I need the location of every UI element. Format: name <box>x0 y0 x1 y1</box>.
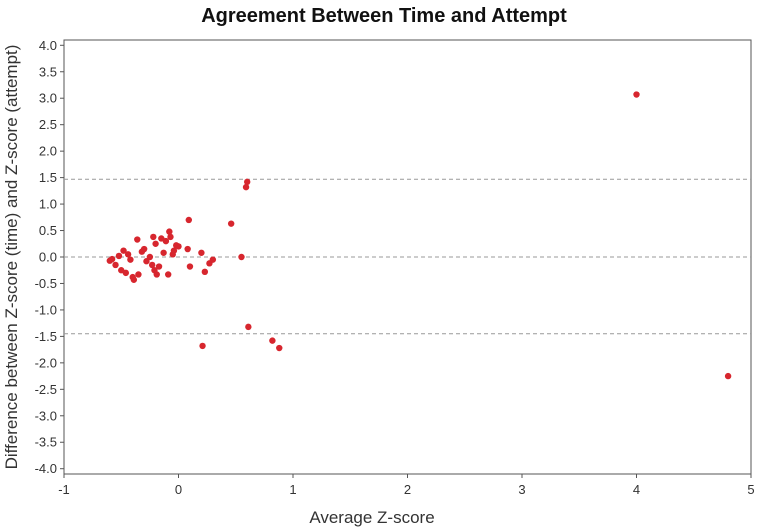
x-axis: -1 0 1 2 3 4 5 <box>58 474 755 497</box>
y-tick-label: 2.0 <box>39 144 57 159</box>
data-point <box>175 243 182 250</box>
x-axis-label: Average Z-score <box>309 508 434 527</box>
data-point <box>199 342 206 350</box>
data-point <box>276 344 283 352</box>
y-axis: 4.0 3.5 3.0 2.5 2.0 1.5 1.0 0.5 0.0 -0.5 -1.0 -1.5 -… <box>35 38 64 476</box>
data-point <box>227 220 235 227</box>
data-point <box>209 256 217 263</box>
data-point <box>185 216 193 224</box>
data-point <box>112 261 119 269</box>
data-point <box>153 271 160 278</box>
data-point <box>724 372 732 380</box>
data-point <box>633 91 640 98</box>
data-point <box>166 228 173 235</box>
y-tick-label: -2.5 <box>35 382 57 397</box>
chart-title: Agreement Between Time and Attempt <box>201 5 567 27</box>
data-point <box>167 233 174 241</box>
data-point <box>186 263 194 270</box>
y-tick-label: -0.5 <box>35 276 57 291</box>
y-tick-label: 1.0 <box>39 197 57 212</box>
data-point <box>146 253 154 261</box>
x-tick-label: 1 <box>289 482 296 497</box>
x-tick-label: 3 <box>518 482 525 497</box>
y-tick-label: -4.0 <box>35 461 57 476</box>
data-point <box>238 253 245 261</box>
data-point <box>120 247 127 254</box>
data-point <box>115 252 123 260</box>
y-tick-label: -1.0 <box>35 302 57 317</box>
y-tick-label: -3.5 <box>35 435 57 450</box>
y-tick-label: 4.0 <box>39 38 57 53</box>
data-point <box>170 247 178 254</box>
data-point <box>135 271 142 278</box>
data-point <box>245 323 252 331</box>
y-tick-label: -2.0 <box>35 355 57 370</box>
y-tick-label: -3.0 <box>35 408 57 423</box>
data-point <box>201 268 209 276</box>
data-point <box>150 233 157 241</box>
data-point <box>148 261 156 269</box>
data-point <box>244 178 251 186</box>
y-axis-label: Difference between Z-score (time) and Z-… <box>2 45 21 470</box>
data-point <box>122 269 130 277</box>
x-tick-label: 2 <box>404 482 411 497</box>
y-tick-label: 0.5 <box>39 223 57 238</box>
x-tick-label: -1 <box>58 482 70 497</box>
x-tick-label: 5 <box>747 482 754 497</box>
y-tick-label: 3.0 <box>39 91 57 106</box>
x-tick-label: 0 <box>175 482 182 497</box>
y-tick-label: 2.5 <box>39 117 57 132</box>
data-point <box>160 249 167 256</box>
data-point <box>152 240 159 247</box>
data-point <box>124 251 132 258</box>
data-point <box>155 263 163 270</box>
data-point <box>140 245 148 253</box>
data-point <box>108 255 116 263</box>
data-point <box>184 245 191 253</box>
data-point <box>134 236 141 243</box>
reference-lines <box>64 178 751 335</box>
data-point <box>162 237 170 245</box>
data-point <box>198 249 205 256</box>
data-point <box>143 258 150 265</box>
data-points <box>106 91 732 380</box>
y-tick-label: 1.5 <box>39 170 57 185</box>
data-point <box>269 337 276 344</box>
data-point <box>242 183 250 191</box>
data-point <box>164 271 172 278</box>
y-tick-label: -1.5 <box>35 329 57 344</box>
data-point <box>130 276 138 283</box>
y-tick-label: 0.0 <box>39 250 57 265</box>
y-tick-label: 3.5 <box>39 64 57 79</box>
data-point <box>127 256 134 263</box>
x-tick-label: 4 <box>633 482 640 497</box>
